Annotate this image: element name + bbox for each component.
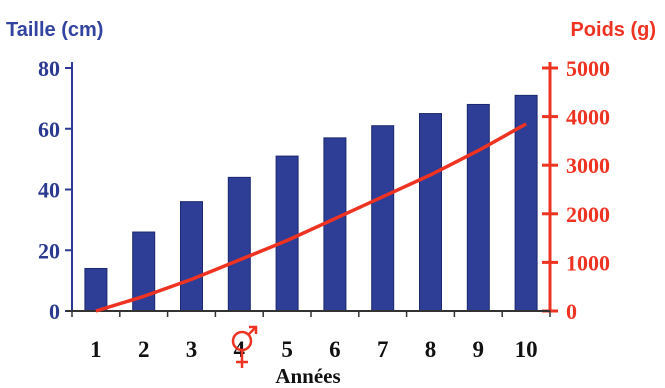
right-tick-label: 3000	[566, 153, 610, 178]
male-female-icon	[231, 325, 258, 368]
left-axis-ticks: 0 20 40 60 80	[38, 56, 72, 324]
bar-6	[323, 137, 347, 312]
x-tick-label: 9	[473, 337, 485, 362]
right-axis-title: Poids (g)	[570, 19, 656, 41]
bar-4	[227, 176, 251, 312]
right-axis-ticks: 0 1000 2000 3000 4000 5000	[542, 56, 610, 324]
weight-line	[95, 122, 527, 313]
axes	[66, 62, 552, 317]
right-tick-label: 1000	[566, 250, 610, 275]
bar-8	[419, 113, 442, 312]
bar-3	[180, 201, 203, 312]
x-tick-label: 7	[377, 337, 389, 362]
bar-series	[84, 94, 538, 312]
bar-5	[275, 155, 299, 312]
bar-7	[371, 125, 395, 312]
left-tick-label: 20	[38, 238, 60, 263]
bar-9	[466, 103, 490, 312]
x-axis-ticks: 1 2 3 4 5 6 7 8 9 10	[90, 337, 537, 362]
left-tick-label: 40	[38, 178, 60, 203]
left-tick-label: 80	[38, 56, 60, 81]
right-tick-label: 4000	[566, 105, 610, 130]
left-tick-label: 60	[38, 117, 60, 142]
left-tick-label: 0	[49, 299, 60, 324]
bar-1	[84, 267, 108, 312]
x-tick-label: 2	[138, 337, 150, 362]
x-tick-label: 5	[281, 337, 293, 362]
right-tick-label: 2000	[566, 202, 610, 227]
x-tick-label: 8	[425, 337, 437, 362]
right-tick-label: 5000	[566, 56, 610, 81]
right-tick-label: 0	[566, 299, 577, 324]
x-axis-title: Années	[275, 364, 340, 388]
x-tick-label: 6	[329, 337, 341, 362]
x-tick-label: 1	[90, 337, 102, 362]
left-axis-title: Taille (cm)	[6, 19, 103, 41]
x-tick-label: 10	[515, 337, 538, 362]
x-tick-label: 3	[186, 337, 198, 362]
